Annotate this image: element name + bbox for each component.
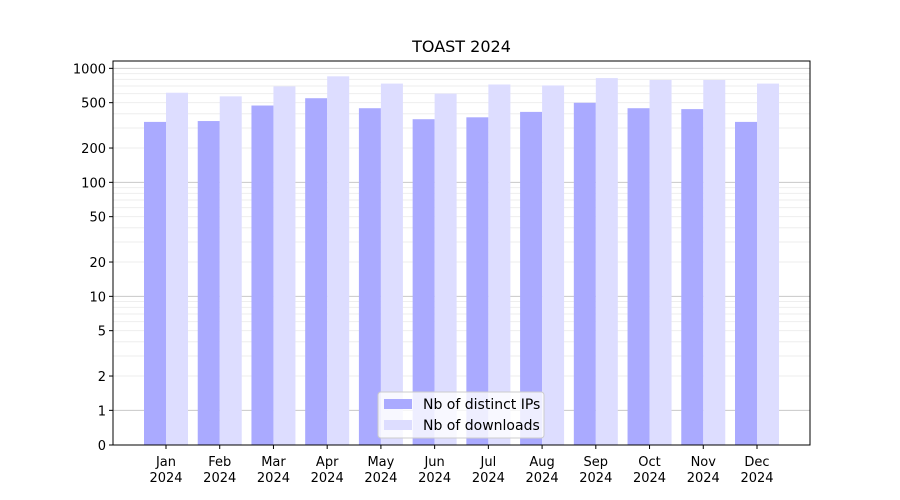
legend-box — [377, 391, 545, 439]
y-tick-label: 100 — [81, 176, 106, 191]
bar-downloads — [327, 76, 350, 446]
x-tick-label-month: Dec — [744, 455, 769, 470]
y-tick-label: 200 — [81, 142, 106, 157]
bar-downloads — [757, 83, 779, 445]
x-tick-label-month: Feb — [208, 455, 231, 470]
x-tick-label-year: 2024 — [203, 471, 236, 486]
x-tick-label-year: 2024 — [740, 471, 773, 486]
bar-downloads — [380, 83, 403, 445]
bar-downloads — [434, 93, 457, 445]
legend-swatch-downloads — [384, 420, 412, 430]
y-tick-label: 500 — [81, 97, 106, 112]
bar-downloads — [166, 92, 188, 445]
bar-distinct-ips — [627, 108, 650, 445]
legend-label-ips: Nb of distinct IPs — [423, 397, 540, 413]
bar-downloads — [542, 85, 565, 445]
bar-distinct-ips — [735, 121, 757, 445]
x-tick-label-year: 2024 — [579, 471, 612, 486]
x-tick-label-year: 2024 — [311, 471, 344, 486]
x-tick-label-month: Aug — [529, 455, 554, 470]
x-tick-label-year: 2024 — [364, 471, 397, 486]
y-tick-label: 20 — [89, 256, 106, 271]
legend-swatch-ips — [384, 399, 412, 409]
chart-title: TOAST 2024 — [411, 37, 511, 56]
bar-downloads — [649, 79, 672, 446]
bar-downloads — [595, 78, 618, 445]
bar-distinct-ips — [573, 102, 596, 446]
x-tick-label-year: 2024 — [257, 471, 290, 486]
bar-distinct-ips — [197, 121, 220, 445]
x-tick-label-year: 2024 — [472, 471, 505, 486]
bar-distinct-ips — [412, 119, 435, 446]
x-tick-label-month: Sep — [584, 455, 609, 470]
y-tick-label: 50 — [89, 211, 106, 226]
bar-downloads — [273, 86, 296, 445]
x-tick-label-month: May — [367, 455, 394, 470]
bars — [144, 76, 779, 446]
x-tick-label-year: 2024 — [633, 471, 666, 486]
x-axis: Jan2024Feb2024Mar2024Apr2024May2024Jun20… — [149, 445, 774, 486]
bar-distinct-ips — [305, 98, 328, 445]
y-tick-label: 2 — [98, 370, 106, 385]
bar-distinct-ips — [520, 111, 543, 445]
x-tick-label-year: 2024 — [418, 471, 451, 486]
x-tick-label-year: 2024 — [687, 471, 720, 486]
axes-frame — [112, 60, 811, 446]
legend-label-downloads: Nb of downloads — [423, 418, 540, 434]
y-axis: 0 1 2 5 10 20 50 100 200 500 1000 — [73, 62, 113, 454]
x-tick-label-month: Nov — [691, 455, 717, 470]
x-tick-label-month: Mar — [261, 455, 286, 470]
x-tick-label-month: Jun — [423, 455, 444, 470]
y-tick-label: 5 — [98, 325, 106, 340]
bar-distinct-ips — [358, 108, 381, 445]
bar-distinct-ips — [251, 105, 274, 445]
x-tick-label-month: Jan — [155, 455, 176, 470]
bar-downloads — [488, 84, 511, 445]
y-tick-label: 10 — [89, 290, 106, 305]
y-tick-label: 1000 — [73, 62, 106, 77]
bar-distinct-ips — [466, 117, 489, 445]
y-tick-label: 1 — [98, 404, 106, 419]
bar-distinct-ips — [681, 109, 704, 446]
bar-downloads — [219, 96, 242, 445]
x-tick-label-month: Jul — [480, 455, 497, 470]
legend: Nb of distinct IPs Nb of downloads — [377, 391, 545, 439]
bar-distinct-ips — [144, 121, 166, 445]
bar-downloads — [703, 79, 726, 446]
x-tick-label-month: Apr — [316, 455, 339, 470]
x-tick-label-month: Oct — [638, 455, 660, 470]
y-tick-label: 0 — [98, 439, 106, 454]
x-tick-label-year: 2024 — [149, 471, 182, 486]
x-tick-label-year: 2024 — [526, 471, 559, 486]
